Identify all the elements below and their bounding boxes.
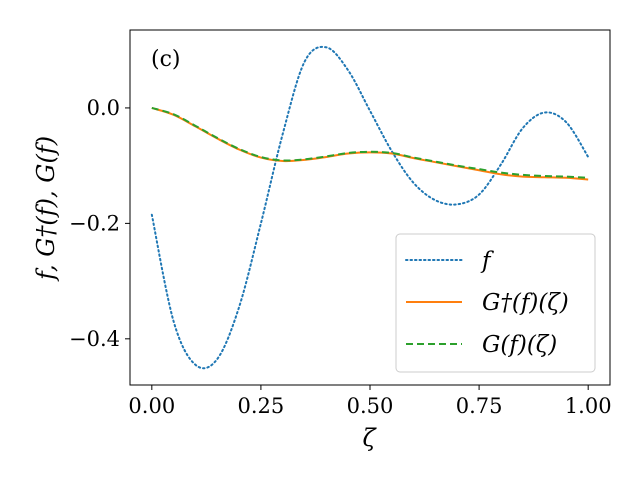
x-tick-label: 1.00 [565, 394, 612, 418]
legend-box [395, 233, 596, 373]
legend-label-2: G†(f)(ζ) [482, 290, 569, 316]
y-tick-label: 0.0 [87, 96, 120, 120]
legend-label-1: f [480, 248, 494, 274]
x-tick-label: 0.00 [128, 394, 175, 418]
x-axis-label: ζ [362, 424, 377, 452]
x-tick-label: 0.50 [347, 394, 394, 418]
y-axis-label: f, G†(f), G(f) [32, 136, 60, 282]
x-tick-label: 0.75 [456, 394, 503, 418]
panel-label: (c) [151, 47, 181, 72]
series-line-3 [151, 106, 589, 179]
x-tick-label: 0.25 [238, 394, 285, 418]
y-tick-label: −0.2 [69, 211, 120, 235]
y-tick-label: −0.4 [69, 327, 120, 351]
legend: f G†(f)(ζ) G(f)(ζ) [395, 233, 596, 373]
legend-label-3: G(f)(ζ) [482, 332, 557, 358]
